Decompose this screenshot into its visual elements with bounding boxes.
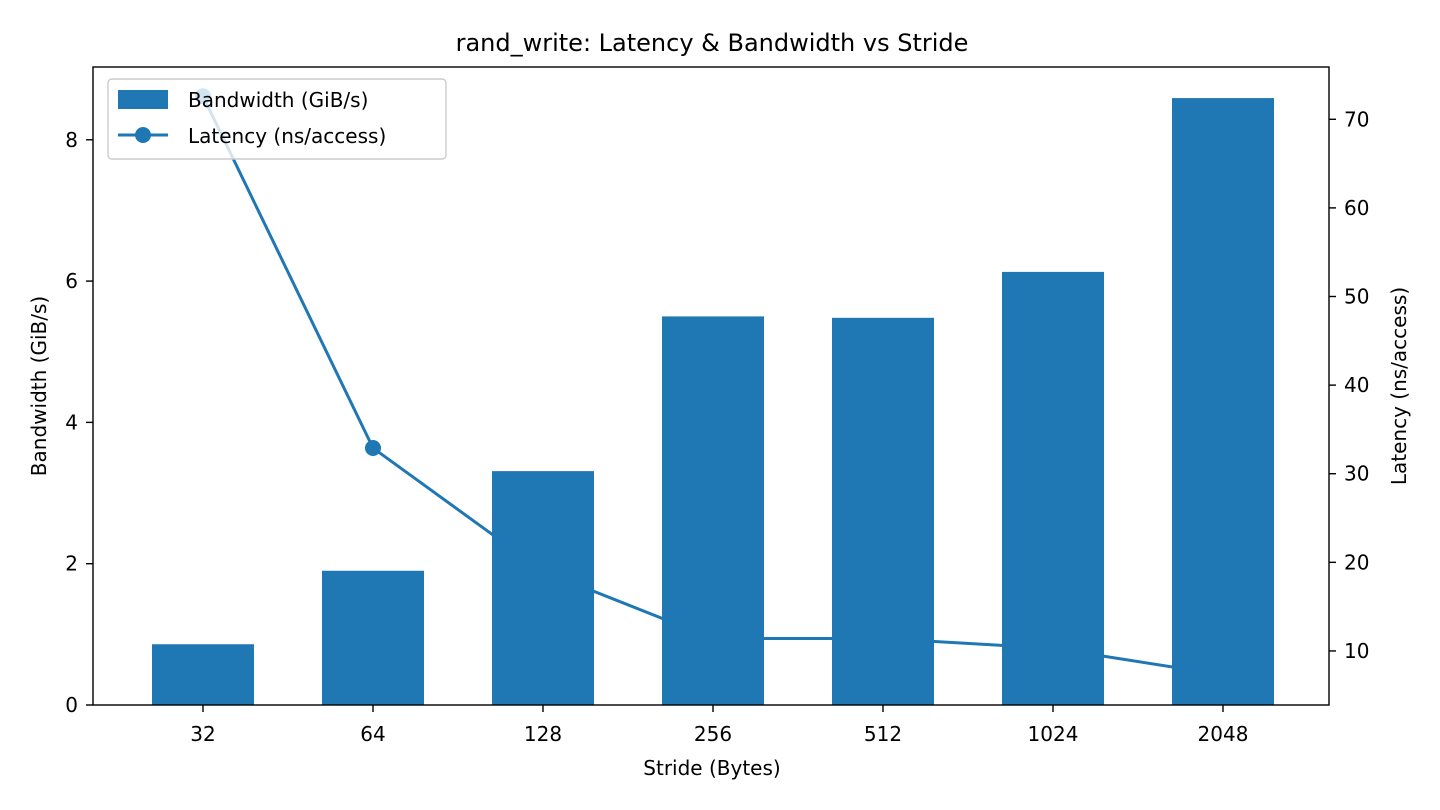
y-left-tick-label: 2 bbox=[65, 552, 78, 576]
y-right-tick-label: 60 bbox=[1344, 196, 1369, 220]
latency-point-512 bbox=[875, 630, 891, 647]
bar-256 bbox=[662, 316, 764, 705]
bar-512 bbox=[832, 317, 934, 705]
y-left-tick-label: 0 bbox=[65, 693, 78, 717]
latency-point-128 bbox=[535, 563, 551, 580]
y-left-tick-label: 6 bbox=[65, 269, 78, 293]
bar-1024 bbox=[1002, 271, 1104, 705]
y-right-tick-label: 10 bbox=[1344, 639, 1369, 663]
y-left-tick-label: 4 bbox=[65, 410, 78, 434]
x-tick-label: 128 bbox=[524, 722, 562, 746]
bar-2048 bbox=[1172, 98, 1274, 706]
latency-point-1024 bbox=[1045, 640, 1061, 657]
bar-128 bbox=[492, 471, 594, 705]
y-right-tick-label: 70 bbox=[1344, 107, 1369, 131]
legend-label-latency: Latency (ns/access) bbox=[188, 124, 386, 148]
chart-title: rand_write: Latency & Bandwidth vs Strid… bbox=[456, 29, 969, 57]
y-right-tick-label: 30 bbox=[1344, 462, 1369, 486]
x-tick-label: 2048 bbox=[1198, 722, 1249, 746]
legend-swatch-latency-marker bbox=[135, 127, 151, 143]
y-axis-right: 10 20 30 40 50 60 70 bbox=[1329, 107, 1369, 663]
x-axis-label: Stride (Bytes) bbox=[643, 756, 780, 780]
legend-box bbox=[107, 78, 447, 160]
legend: Bandwidth (GiB/s) Latency (ns/access) bbox=[107, 78, 447, 160]
y-right-tick-label: 50 bbox=[1344, 285, 1369, 309]
x-axis: 32 64 128 256 512 1024 2048 bbox=[190, 705, 1248, 746]
latency-point-256 bbox=[705, 630, 721, 647]
x-tick-label: 1024 bbox=[1028, 722, 1079, 746]
plot-frame bbox=[92, 66, 1330, 706]
bar-64 bbox=[322, 570, 424, 705]
x-tick-label: 256 bbox=[694, 722, 732, 746]
legend-swatch-bandwidth bbox=[118, 90, 168, 109]
legend-label-bandwidth: Bandwidth (GiB/s) bbox=[188, 88, 368, 112]
bar-32 bbox=[152, 644, 254, 705]
latency-point-64 bbox=[365, 440, 381, 457]
y-right-tick-label: 40 bbox=[1344, 373, 1369, 397]
latency-point-2048 bbox=[1215, 666, 1231, 683]
x-tick-label: 32 bbox=[190, 722, 215, 746]
x-tick-label: 512 bbox=[864, 722, 902, 746]
x-tick-label: 64 bbox=[360, 722, 385, 746]
y-axis-right-label: Latency (ns/access) bbox=[1387, 287, 1411, 485]
y-axis-left: 0 2 4 6 8 bbox=[65, 128, 93, 717]
y-right-tick-label: 20 bbox=[1344, 550, 1369, 574]
y-axis-left-label: Bandwidth (GiB/s) bbox=[27, 296, 51, 476]
y-left-tick-label: 8 bbox=[65, 128, 78, 152]
